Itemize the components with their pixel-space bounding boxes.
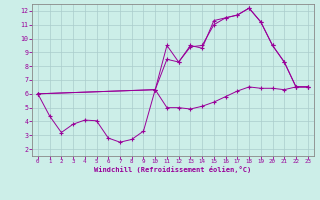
X-axis label: Windchill (Refroidissement éolien,°C): Windchill (Refroidissement éolien,°C) — [94, 166, 252, 173]
